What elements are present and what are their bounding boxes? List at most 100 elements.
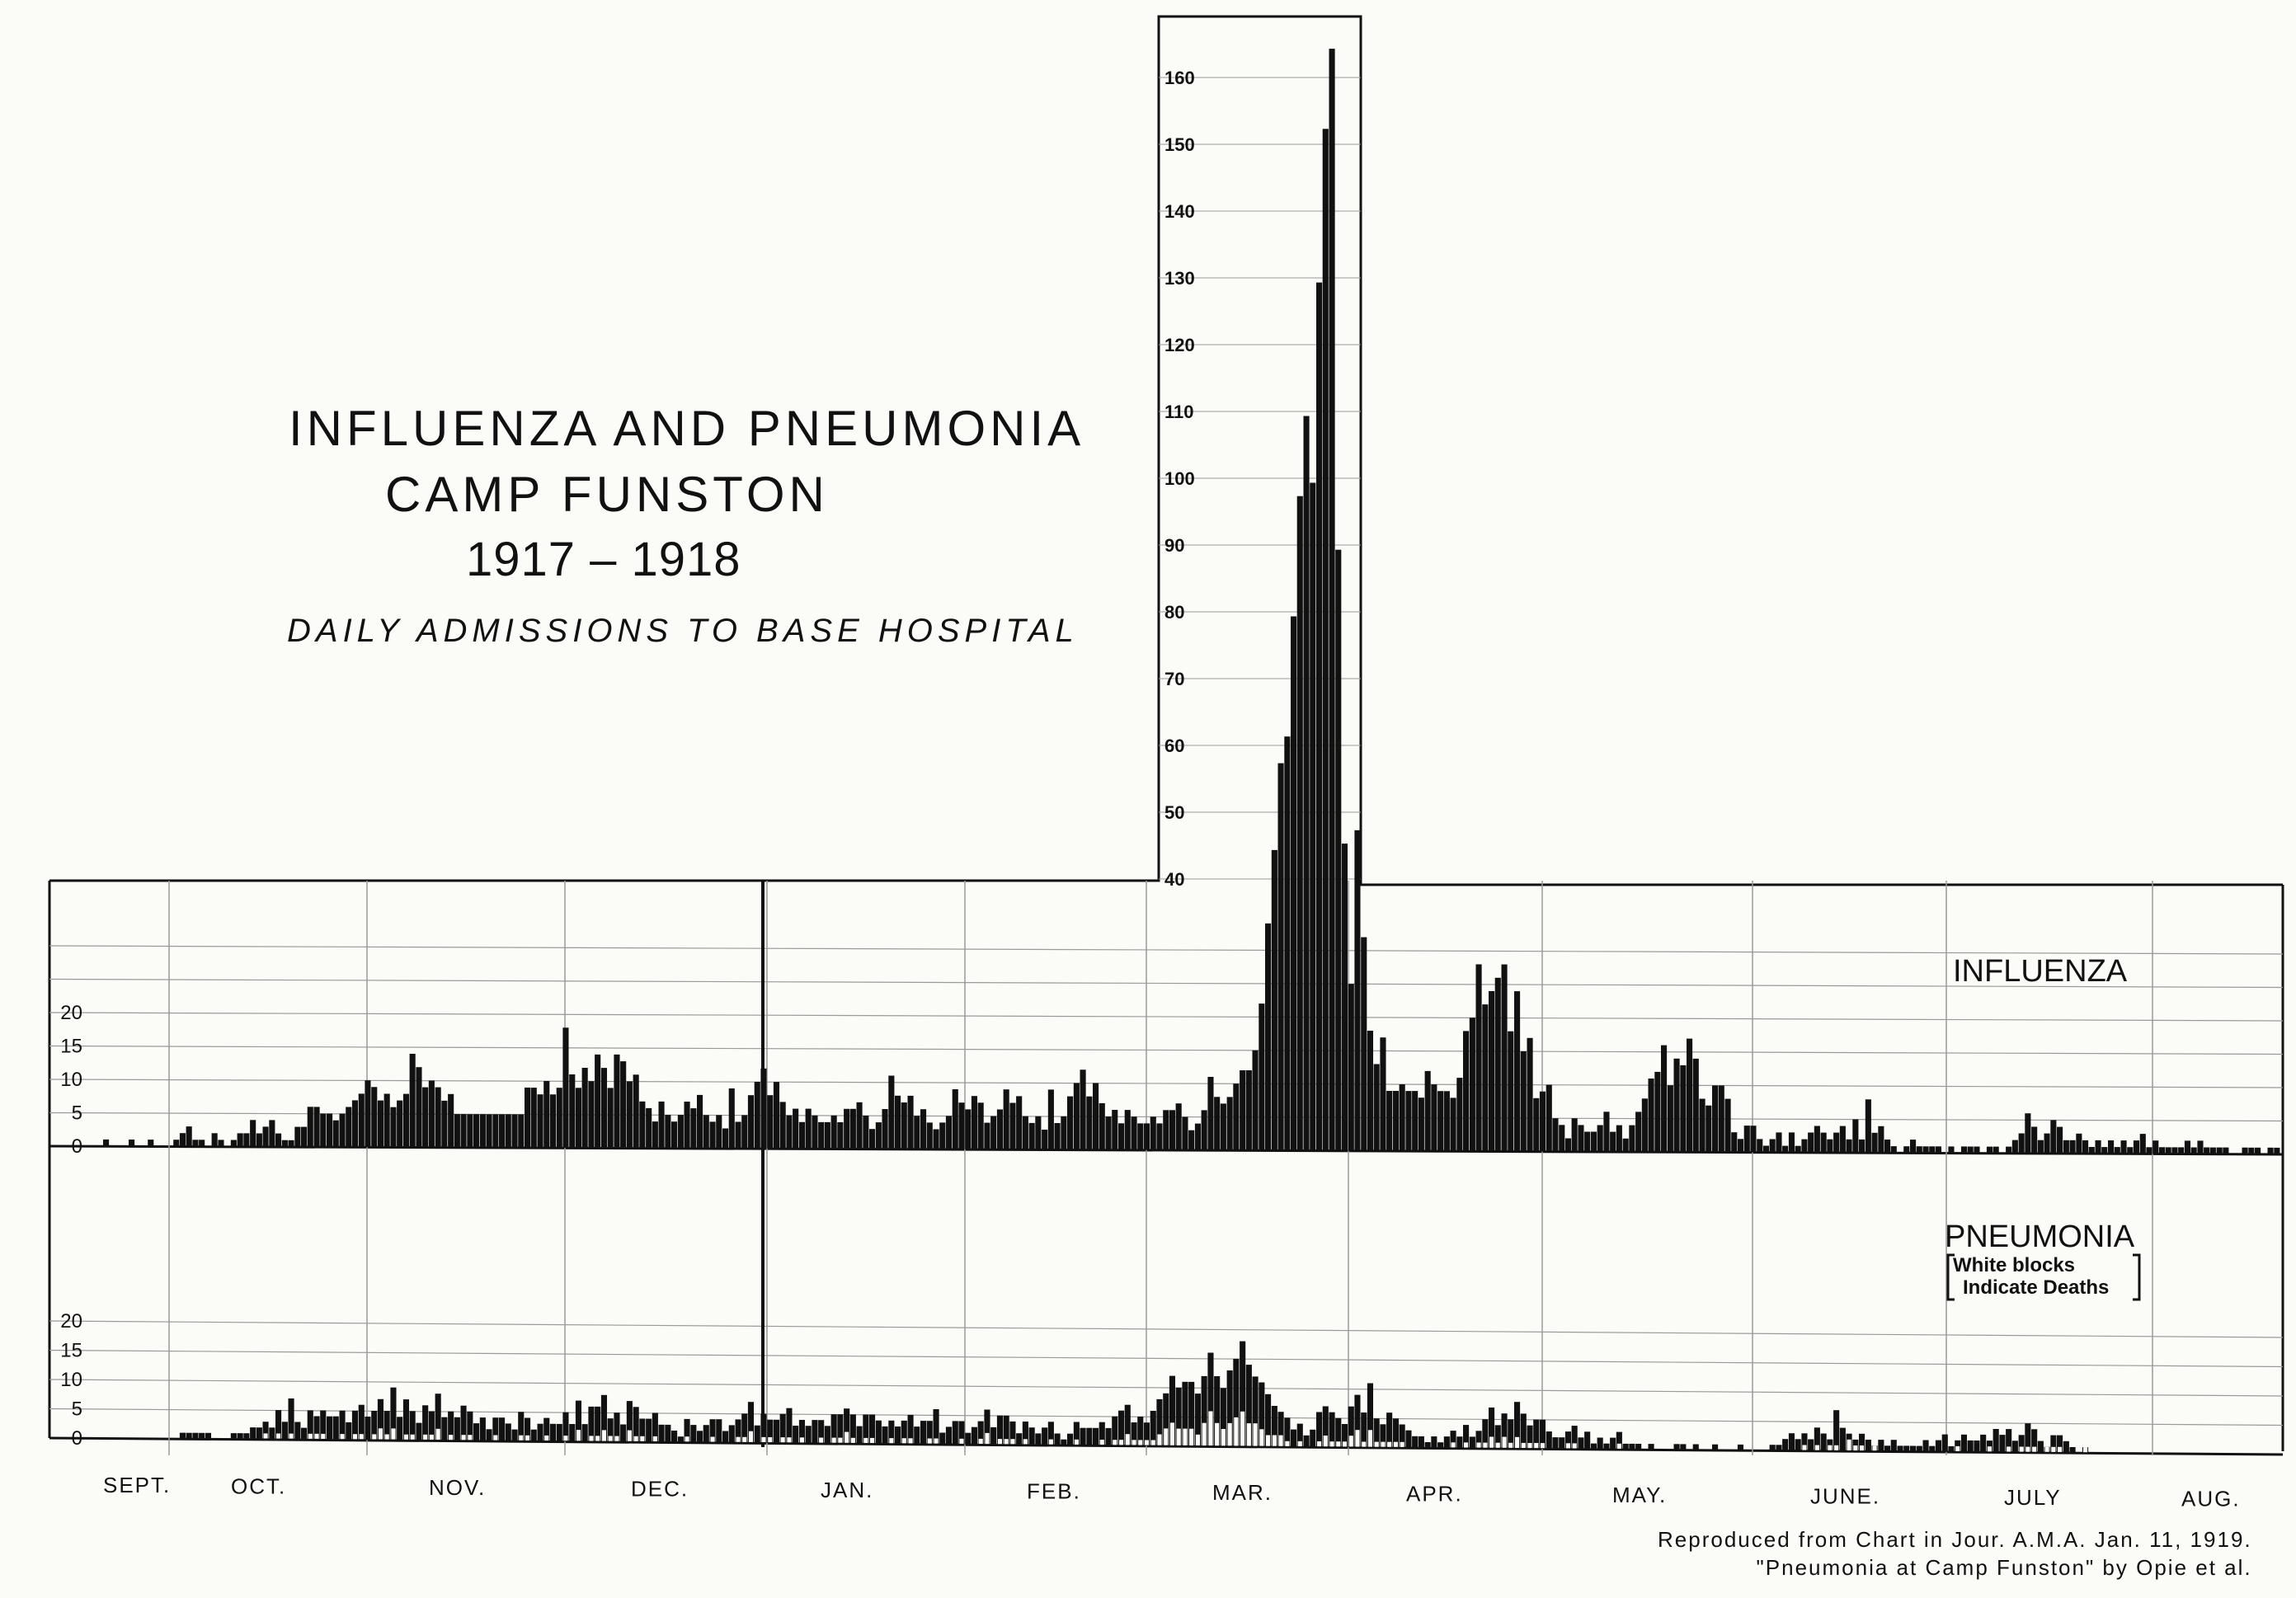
influenza-bar [1271, 849, 1277, 1151]
pneumonia-bar [818, 1420, 825, 1444]
influenza-bar [148, 1140, 154, 1147]
pneumonia-death-block [1189, 1428, 1194, 1445]
pneumonia-gridline [49, 1349, 2284, 1368]
influenza-bar [1533, 1097, 1540, 1152]
pneumonia-death-block [997, 1439, 1003, 1445]
influenza-y-tick: 0 [72, 1135, 82, 1158]
influenza-bar [1762, 1145, 1770, 1153]
influenza-bar [402, 1093, 410, 1148]
influenza-bar [1680, 1065, 1687, 1153]
influenza-bar [1335, 549, 1342, 1151]
influenza-bar [1737, 1139, 1744, 1153]
influenza-bar [824, 1121, 830, 1149]
pneumonia-bar [479, 1417, 486, 1441]
influenza-bar [939, 1122, 946, 1149]
influenza-bar [1692, 1058, 1699, 1153]
influenza-bar [562, 1027, 569, 1149]
pneumonia-bar [1993, 1429, 1999, 1453]
pneumonia-bar [607, 1418, 614, 1442]
pneumonia-bar [1564, 1431, 1572, 1450]
pneumonia-bar [1112, 1416, 1118, 1446]
influenza-bar [1539, 1091, 1546, 1152]
pneumonia-death-block [352, 1434, 358, 1440]
pneumonia-bar [441, 1417, 448, 1441]
influenza-bar [600, 1068, 608, 1149]
pneumonia-bar [1009, 1421, 1016, 1445]
influenza-bar [652, 1121, 658, 1149]
pneumonia-bar [1399, 1424, 1405, 1448]
inset-y-tick: 140 [1164, 201, 1195, 222]
pneumonia-bar [1533, 1419, 1540, 1450]
influenza-bar [518, 1114, 525, 1148]
influenza-bar [1233, 1083, 1240, 1151]
pneumonia-bar [250, 1427, 256, 1440]
pneumonia-death-block [1464, 1442, 1469, 1448]
influenza-bar [1699, 1098, 1706, 1153]
influenza-bar [1386, 1091, 1393, 1151]
pneumonia-bar [1980, 1434, 1987, 1453]
influenza-bar [1648, 1079, 1654, 1153]
pneumonia-bar [1833, 1410, 1840, 1451]
pneumonia-bar [1437, 1442, 1444, 1449]
pneumonia-death-block [901, 1438, 906, 1444]
pneumonia-bar [1508, 1419, 1514, 1449]
month-label: JUNE. [1810, 1484, 1880, 1509]
month-label: MAY. [1612, 1483, 1667, 1507]
pneumonia-gridline [49, 1320, 2284, 1338]
pneumonia-bar [409, 1411, 416, 1441]
pneumonia-death-block [1802, 1445, 1807, 1450]
pneumonia-bar [709, 1419, 716, 1443]
influenza-bar [428, 1080, 435, 1148]
pneumonia-bar [1590, 1443, 1597, 1450]
pneumonia-death-block [889, 1438, 894, 1444]
influenza-bar [1578, 1125, 1584, 1152]
pneumonia-death-block [780, 1437, 785, 1443]
pneumonia-death-block [927, 1438, 932, 1444]
influenza-bar [390, 1107, 397, 1148]
influenza-bar [192, 1140, 199, 1147]
pneumonia-bar [1712, 1444, 1719, 1450]
pneumonia-death-block [1240, 1411, 1245, 1446]
influenza-bar [805, 1108, 812, 1149]
pneumonia-bar [1392, 1418, 1400, 1448]
influenza-bar [1922, 1146, 1929, 1154]
pneumonia-death-block [2032, 1446, 2037, 1452]
pneumonia-death-block [589, 1436, 594, 1441]
source-credit-line2: "Pneumonia at Camp Funston" by Opie et a… [1756, 1555, 2252, 1580]
pneumonia-death-block [748, 1431, 754, 1442]
pneumonia-bar [1335, 1417, 1342, 1448]
influenza-bar [243, 1133, 250, 1147]
pneumonia-bar [556, 1423, 562, 1442]
influenza-bar [1884, 1140, 1891, 1154]
influenza-bar [2037, 1140, 2044, 1154]
influenza-bar [1960, 1146, 1968, 1154]
pneumonia-death-block [1074, 1439, 1079, 1445]
influenza-bar [1150, 1116, 1156, 1150]
influenza-bar [1757, 1139, 1763, 1153]
influenza-bar [1724, 1098, 1731, 1153]
influenza-bar [313, 1107, 320, 1147]
influenza-bar [275, 1133, 282, 1147]
pneumonia-death-block [1208, 1411, 1213, 1446]
pneumonia-bar [1099, 1422, 1105, 1446]
influenza-bar [2184, 1140, 2191, 1154]
influenza-bar [2057, 1126, 2063, 1154]
pneumonia-bar [473, 1423, 480, 1441]
pneumonia-bar [205, 1432, 212, 1439]
legend-bracket-left [1946, 1253, 1955, 1301]
pneumonia-bar [1859, 1433, 1866, 1452]
influenza-bar [230, 1140, 237, 1147]
pneumonia-death-block [525, 1435, 530, 1441]
pneumonia-death-block [544, 1435, 549, 1441]
pneumonia-bar [562, 1412, 569, 1442]
pneumonia-death-block [1508, 1442, 1513, 1448]
pneumonia-bar [192, 1432, 199, 1439]
influenza-bar [735, 1121, 741, 1149]
pneumonia-death-block [384, 1434, 389, 1440]
influenza-bar [1296, 496, 1303, 1151]
influenza-bar [793, 1108, 799, 1149]
influenza-bar [2152, 1140, 2159, 1154]
inset-y-tick: 110 [1164, 402, 1194, 422]
influenza-bar [1801, 1139, 1808, 1153]
influenza-bar [1207, 1077, 1214, 1151]
